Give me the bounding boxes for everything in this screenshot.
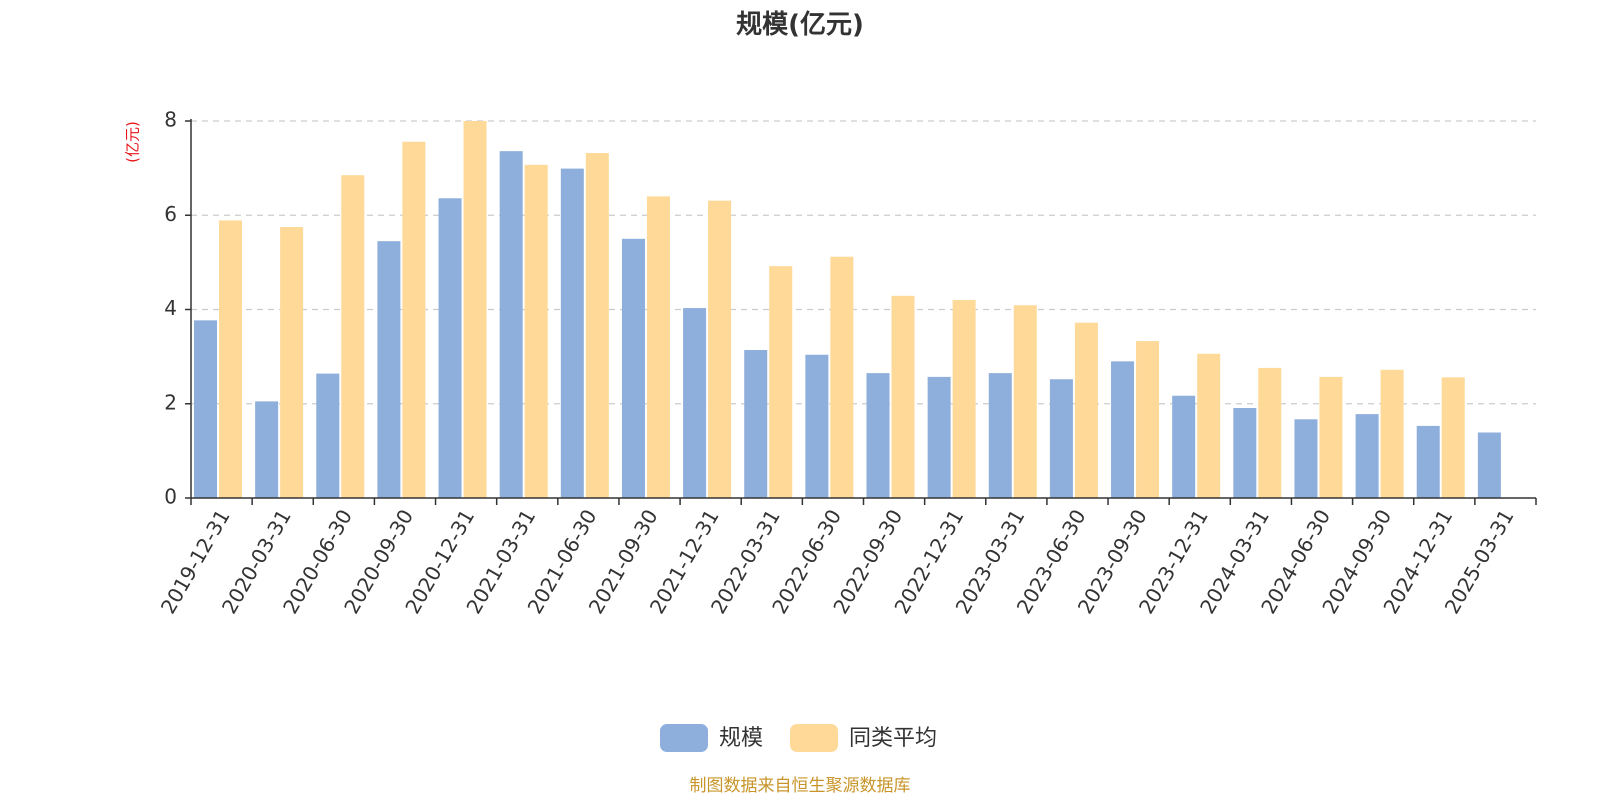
bar-scale [621, 238, 645, 498]
axes [185, 119, 1537, 505]
legend: 规模 同类平均 [660, 724, 937, 752]
bar-scale [1416, 425, 1440, 498]
bar-scale [1049, 379, 1073, 498]
bar-peer-average [1380, 369, 1404, 498]
bar-scale [194, 320, 217, 498]
bar-scale [499, 151, 523, 498]
legend-swatch [660, 724, 708, 752]
legend-label: 规模 [719, 726, 763, 751]
bar-scale [1111, 361, 1135, 498]
bar-peer-average [952, 300, 976, 498]
y-tick-label: 8 [164, 108, 177, 132]
bar-scale [438, 198, 462, 498]
x-tick-labels: 2019-12-312020-03-312020-06-302020-09-30… [156, 505, 1519, 618]
bar-scale [1172, 395, 1196, 498]
bar-peer-average [1441, 377, 1465, 498]
bar-scale [988, 373, 1012, 498]
bar-peer-average [1258, 367, 1282, 498]
bar-peer-average [1136, 341, 1160, 498]
bar-peer-average [1074, 322, 1098, 498]
y-tick-label: 4 [164, 296, 177, 320]
bar-scale [1355, 414, 1379, 498]
legend-label: 同类平均 [849, 726, 937, 751]
bar-scale [560, 168, 584, 498]
bar-peer-average [708, 200, 732, 499]
bar-peer-average [830, 256, 854, 498]
y-axis-label: (亿元) [124, 121, 142, 163]
bar-peer-average [891, 295, 915, 498]
chart-title: 规模(亿元) [736, 10, 864, 40]
y-tick-labels: 0 2 4 6 8 [164, 108, 177, 509]
y-tick-label: 0 [164, 485, 177, 509]
bar-scale [377, 241, 401, 498]
y-tick-label: 6 [164, 202, 177, 226]
bar-peer-average [1197, 353, 1221, 498]
source-note: 制图数据来自恒生聚源数据库 [690, 776, 911, 796]
bar-peer-average [341, 175, 365, 498]
bar-peer-average [524, 164, 548, 499]
y-tick-label: 2 [164, 390, 177, 414]
bar-peer-average [769, 266, 793, 498]
bar-peer-average [280, 227, 304, 498]
bar-scale [805, 354, 829, 498]
bar-peer-average [1319, 376, 1343, 498]
bar-scale [1477, 432, 1501, 498]
bar-scale [1233, 407, 1257, 498]
bars [194, 121, 1501, 499]
bar-scale [255, 401, 279, 498]
bar-scale [316, 373, 340, 498]
bar-scale [1294, 419, 1318, 498]
bar-peer-average [402, 141, 426, 499]
bar-peer-average [463, 121, 487, 498]
bar-scale [866, 373, 890, 498]
bar-scale [744, 350, 768, 498]
legend-swatch [790, 724, 838, 752]
bar-peer-average [1013, 305, 1037, 498]
bar-peer-average [646, 196, 670, 498]
bar-scale [927, 376, 951, 498]
bar-peer-average [219, 220, 242, 498]
bar-peer-average [585, 153, 609, 499]
bar-scale [683, 308, 707, 498]
